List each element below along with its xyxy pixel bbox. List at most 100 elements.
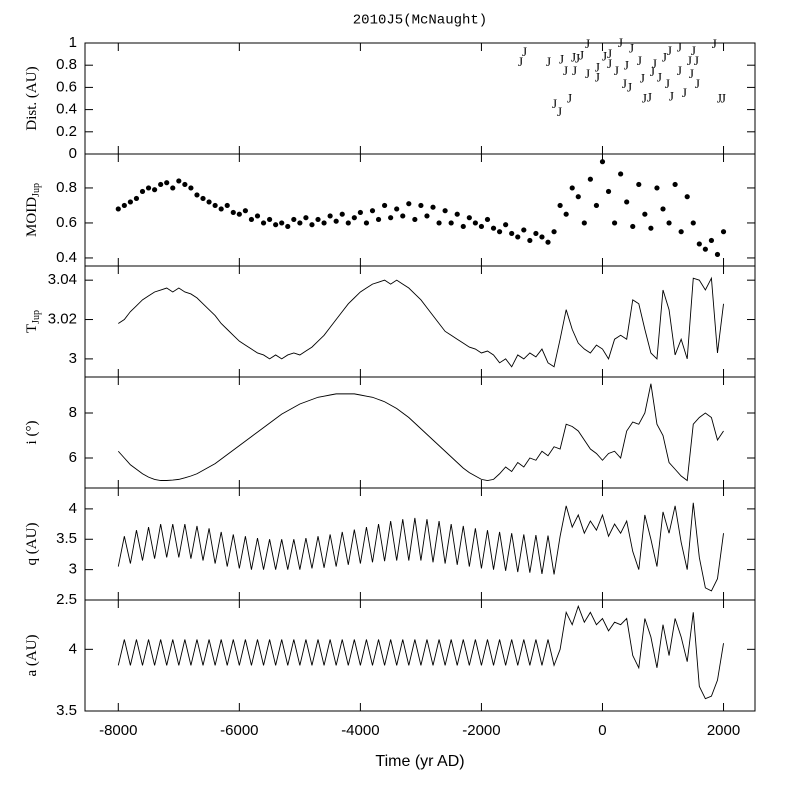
point	[176, 178, 182, 184]
point	[266, 216, 273, 223]
point-marker: J	[522, 44, 527, 59]
point	[236, 211, 242, 217]
point	[212, 202, 218, 209]
point	[218, 206, 224, 212]
point-marker: J	[650, 64, 655, 79]
point-marker: J	[662, 50, 667, 65]
y-axis-label: a (AU)	[24, 634, 40, 676]
point	[684, 194, 690, 200]
point	[503, 222, 509, 228]
point	[248, 216, 255, 223]
point-marker: J	[717, 91, 722, 106]
x-tick-label: -4000	[341, 722, 379, 739]
point-marker: J	[627, 79, 632, 94]
point	[696, 241, 702, 247]
point	[466, 215, 472, 221]
point	[388, 215, 394, 221]
point	[581, 220, 587, 226]
y-axis-label: i (°)	[24, 421, 40, 445]
point	[575, 194, 581, 200]
y-tick-label: 0.4	[56, 249, 77, 266]
point	[618, 171, 624, 177]
point	[224, 202, 230, 209]
point-marker: J	[518, 54, 523, 69]
point-marker: J	[691, 43, 696, 58]
point	[611, 220, 618, 226]
y-axis-label-text: T	[24, 324, 40, 333]
point-marker: J	[546, 54, 551, 69]
point	[636, 181, 642, 188]
point	[714, 251, 721, 258]
y-tick-label: 1	[69, 34, 77, 51]
point	[381, 202, 388, 209]
point-marker: J	[622, 76, 627, 91]
point	[436, 220, 442, 226]
y-tick-label: 0.6	[56, 214, 77, 231]
point	[630, 223, 636, 230]
point-marker: J	[637, 53, 642, 68]
point	[605, 188, 612, 195]
point-marker: J	[595, 60, 600, 75]
point	[303, 215, 309, 221]
point-marker: J	[624, 57, 629, 72]
point	[442, 208, 448, 214]
y-tick-label: 2.5	[56, 591, 77, 608]
y-tick-label: 4	[69, 500, 77, 517]
y-tick-label: 4	[69, 640, 77, 657]
point	[158, 181, 164, 188]
y-tick-label: 0.2	[56, 123, 77, 140]
panel-frame	[84, 265, 756, 378]
y-tick-label: 8	[69, 404, 77, 421]
point-marker: J	[677, 40, 682, 55]
y-axis-label-text: i (°)	[24, 421, 40, 445]
point	[285, 223, 291, 230]
x-tick-label: 0	[598, 722, 606, 739]
point	[690, 220, 696, 226]
y-tick-label: 3.02	[48, 311, 77, 328]
point-marker: J	[687, 53, 692, 68]
point	[170, 185, 176, 191]
y-tick-label: 3.04	[48, 271, 77, 288]
point	[509, 230, 515, 237]
point	[521, 227, 527, 233]
point	[315, 216, 321, 223]
point-marker: J	[579, 47, 584, 62]
point-marker: J	[652, 56, 657, 71]
point	[551, 229, 557, 235]
y-tick-label: 0	[69, 145, 77, 162]
point	[333, 218, 339, 224]
point	[642, 211, 648, 217]
point	[363, 220, 370, 226]
point-marker: J	[618, 35, 623, 50]
point	[297, 220, 303, 226]
point	[472, 220, 478, 226]
point-marker: J	[614, 63, 619, 78]
point-marker: J	[563, 63, 568, 78]
point-marker: J	[552, 96, 557, 111]
point	[569, 185, 575, 191]
series-line	[117, 383, 724, 482]
point	[654, 185, 660, 191]
point-marker: J	[695, 76, 700, 91]
panel-frame	[84, 153, 756, 267]
point	[206, 199, 212, 205]
point	[152, 187, 158, 193]
y-tick-label: 0.8	[56, 179, 77, 196]
point	[666, 220, 672, 226]
point	[357, 209, 363, 216]
y-axis-label: MOIDJup	[24, 183, 42, 237]
point	[478, 223, 485, 230]
point-marker: J	[694, 53, 699, 68]
point	[279, 220, 285, 226]
point	[545, 239, 551, 245]
y-axis-label-text: a (AU)	[24, 634, 40, 676]
point	[557, 202, 563, 209]
point	[194, 192, 200, 198]
point-marker: J	[721, 91, 726, 106]
point	[490, 225, 497, 231]
y-tick-label: 3	[69, 561, 77, 578]
point-marker: J	[595, 70, 600, 85]
y-tick-label: 3.5	[56, 702, 77, 719]
y-axis-label-text: Dist. (AU)	[24, 66, 40, 130]
